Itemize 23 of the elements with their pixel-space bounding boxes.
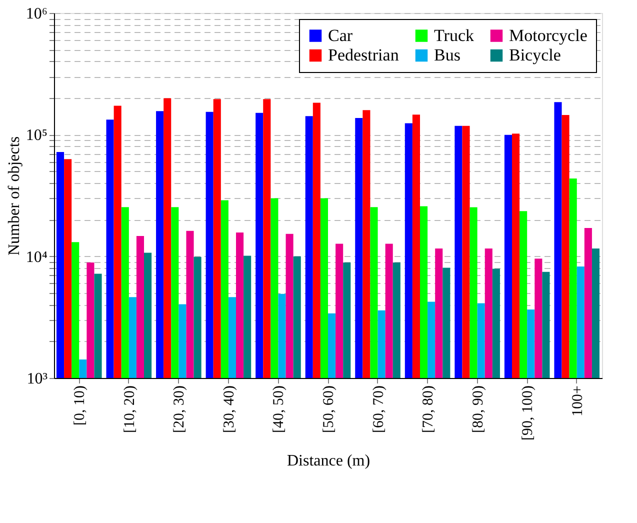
x-tick-label: [10, 20) — [122, 386, 138, 433]
legend-label: Truck — [434, 26, 474, 45]
y-axis-title: Number of objects — [6, 136, 23, 256]
x-tick-label: [90, 100) — [520, 386, 536, 440]
legend-label: Bus — [434, 46, 460, 64]
x-tick-label: [30, 40) — [221, 386, 238, 433]
legend-label: Motorcycle — [509, 26, 588, 45]
x-tick-label: [40, 50) — [271, 386, 288, 433]
x-tick-label: [50, 60) — [321, 386, 337, 433]
x-tick-label: [80, 90) — [470, 386, 486, 433]
legend-label: Pedestrian — [328, 46, 400, 64]
y-tick-label: 10⁵ — [26, 127, 48, 144]
x-tick-label: 100+ — [570, 386, 586, 416]
x-tick-label: [70, 80) — [420, 386, 437, 433]
legend-label: Car — [328, 26, 353, 45]
y-tick-label: 10³ — [26, 370, 48, 388]
y-tick-label: 10⁶ — [26, 6, 48, 22]
y-tick-label: 10⁴ — [26, 248, 48, 266]
x-tick-label: [0, 10) — [72, 386, 88, 426]
x-axis-title: Distance (m) — [286, 452, 370, 470]
legend-label: Bicycle — [509, 46, 561, 64]
x-tick-label: [60, 70) — [370, 386, 387, 433]
x-tick-label: [20, 30) — [172, 386, 188, 433]
